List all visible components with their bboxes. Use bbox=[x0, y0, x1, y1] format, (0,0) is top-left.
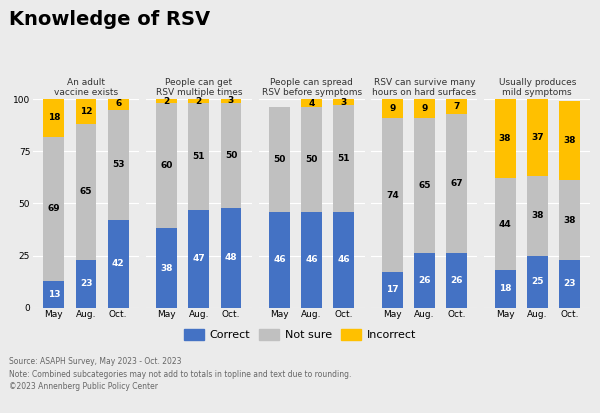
Text: 46: 46 bbox=[337, 255, 350, 264]
Bar bbox=[334, 212, 354, 308]
Bar bbox=[527, 176, 548, 256]
Bar bbox=[446, 114, 467, 254]
Text: Usually produces
mild symptoms: Usually produces mild symptoms bbox=[499, 78, 576, 97]
Text: 3: 3 bbox=[228, 96, 234, 104]
Text: 13: 13 bbox=[47, 290, 60, 299]
Bar bbox=[559, 180, 580, 260]
Bar bbox=[76, 99, 97, 124]
Bar bbox=[156, 228, 177, 308]
Bar bbox=[43, 137, 64, 280]
Text: 23: 23 bbox=[80, 279, 92, 288]
Bar bbox=[334, 99, 354, 105]
Text: 67: 67 bbox=[450, 179, 463, 188]
Bar bbox=[494, 178, 515, 270]
Text: 4: 4 bbox=[308, 99, 315, 108]
Bar bbox=[494, 270, 515, 308]
Text: 2: 2 bbox=[164, 97, 170, 106]
Bar bbox=[301, 212, 322, 308]
Text: 50: 50 bbox=[225, 151, 237, 160]
Text: 38: 38 bbox=[499, 134, 511, 143]
Text: 65: 65 bbox=[418, 181, 431, 190]
Text: 51: 51 bbox=[337, 154, 350, 163]
Bar bbox=[414, 99, 435, 118]
Bar bbox=[527, 256, 548, 308]
Text: 69: 69 bbox=[47, 204, 60, 213]
Bar bbox=[43, 99, 64, 137]
Text: 17: 17 bbox=[386, 285, 398, 294]
Bar bbox=[156, 99, 177, 103]
Bar bbox=[108, 109, 128, 220]
Text: 37: 37 bbox=[531, 133, 544, 142]
Bar bbox=[108, 97, 128, 109]
Bar bbox=[527, 99, 548, 176]
Text: 7: 7 bbox=[454, 102, 460, 111]
Text: Source: ASAPH Survey, May 2023 - Oct. 2023
Note: Combined subcategories may not : Source: ASAPH Survey, May 2023 - Oct. 20… bbox=[9, 357, 352, 391]
Text: 42: 42 bbox=[112, 259, 124, 268]
Text: 46: 46 bbox=[273, 255, 286, 264]
Bar bbox=[76, 124, 97, 260]
Bar bbox=[221, 208, 241, 308]
Bar bbox=[559, 101, 580, 180]
Text: People can spread
RSV before symptoms: People can spread RSV before symptoms bbox=[262, 78, 362, 97]
Text: 26: 26 bbox=[450, 276, 463, 285]
Bar bbox=[382, 99, 403, 118]
Bar bbox=[43, 280, 64, 308]
Text: 53: 53 bbox=[112, 160, 124, 169]
Text: 46: 46 bbox=[305, 255, 318, 264]
Bar bbox=[446, 254, 467, 308]
Text: 38: 38 bbox=[563, 136, 575, 145]
Bar bbox=[446, 99, 467, 114]
Text: 18: 18 bbox=[499, 285, 511, 293]
Text: Knowledge of RSV: Knowledge of RSV bbox=[9, 10, 210, 29]
Bar bbox=[301, 99, 322, 107]
Bar bbox=[301, 107, 322, 212]
Text: 47: 47 bbox=[193, 254, 205, 263]
Text: 2: 2 bbox=[196, 97, 202, 106]
Text: 6: 6 bbox=[115, 99, 121, 108]
Bar bbox=[559, 260, 580, 308]
Bar bbox=[269, 107, 290, 212]
Bar bbox=[382, 272, 403, 308]
Text: 38: 38 bbox=[160, 263, 173, 273]
Text: 38: 38 bbox=[563, 216, 575, 225]
Text: 3: 3 bbox=[341, 98, 347, 107]
Bar bbox=[188, 210, 209, 308]
Text: 12: 12 bbox=[80, 107, 92, 116]
Text: 44: 44 bbox=[499, 220, 511, 229]
Text: 26: 26 bbox=[418, 276, 431, 285]
Bar bbox=[221, 97, 241, 103]
Bar bbox=[188, 99, 209, 103]
Text: 25: 25 bbox=[531, 277, 544, 286]
Bar bbox=[414, 254, 435, 308]
Bar bbox=[156, 103, 177, 228]
Bar bbox=[382, 118, 403, 272]
Text: 18: 18 bbox=[47, 114, 60, 122]
Text: 9: 9 bbox=[389, 104, 395, 113]
Bar bbox=[188, 103, 209, 210]
Bar bbox=[334, 105, 354, 212]
Text: RSV can survive many
hours on hard surfaces: RSV can survive many hours on hard surfa… bbox=[373, 78, 476, 97]
Bar bbox=[108, 220, 128, 308]
Bar bbox=[269, 212, 290, 308]
Text: 50: 50 bbox=[305, 155, 318, 164]
Text: 38: 38 bbox=[531, 211, 544, 221]
Text: 48: 48 bbox=[224, 253, 237, 262]
Text: 60: 60 bbox=[160, 161, 173, 170]
Bar bbox=[76, 260, 97, 308]
Text: 74: 74 bbox=[386, 190, 398, 199]
Bar bbox=[494, 99, 515, 178]
Bar bbox=[221, 103, 241, 208]
Legend: Correct, Not sure, Incorrect: Correct, Not sure, Incorrect bbox=[181, 326, 419, 344]
Text: An adult
vaccine exists: An adult vaccine exists bbox=[54, 78, 118, 97]
Text: 51: 51 bbox=[193, 152, 205, 161]
Text: 23: 23 bbox=[563, 279, 575, 288]
Bar bbox=[414, 118, 435, 254]
Text: 50: 50 bbox=[273, 155, 286, 164]
Text: 9: 9 bbox=[421, 104, 428, 113]
Text: 65: 65 bbox=[80, 188, 92, 197]
Text: People can get
RSV multiple times: People can get RSV multiple times bbox=[155, 78, 242, 97]
